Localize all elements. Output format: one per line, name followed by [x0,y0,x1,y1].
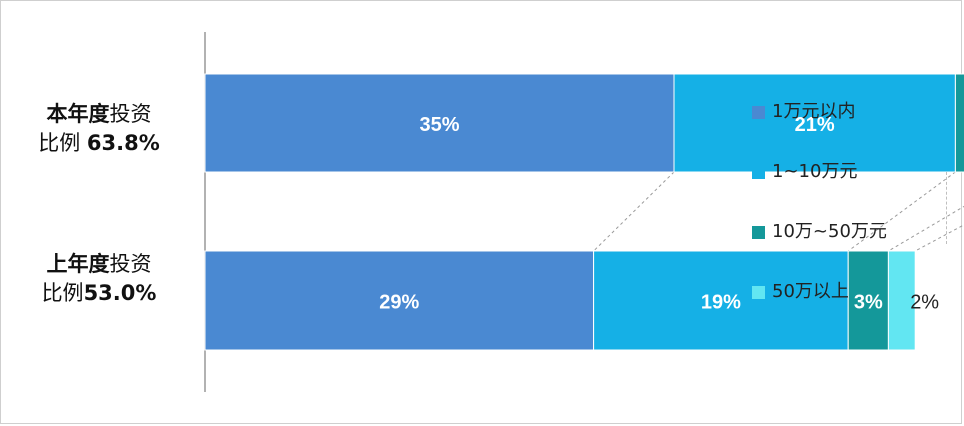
legend-swatch [752,226,765,239]
legend-label: 50万以上 [772,281,849,302]
category-label-current-year: 本年度投资 比例 63.8% [0,100,198,158]
bar-segment [204,250,595,351]
legend-swatch [752,106,765,119]
category-label-value: 63.8% [86,131,160,155]
category-label-prefix: 比例 [41,281,84,305]
legend-divider [946,172,947,244]
bar-segment [954,73,964,173]
category-label-rest: 投资 [109,102,152,126]
bars: 35%21%5%3%29%19%3%2% [204,73,964,351]
data-label: 35% [419,114,459,136]
category-label-previous-year: 上年度投资 比例53.0% [0,250,198,308]
bar-segment [593,250,849,351]
legend-label: 1~10万元 [772,161,858,182]
legend-label: 1万元以内 [772,101,856,122]
data-label: 19% [701,292,741,314]
connector-lines [593,171,964,252]
category-label-rest: 投资 [109,252,152,276]
bar-segment [204,73,675,173]
category-label-prefix: 比例 [38,131,87,155]
connector-line [914,224,964,252]
data-label: 29% [379,292,419,314]
connector-line [888,205,964,252]
data-label: 3% [854,292,883,314]
bar-segment [847,250,889,351]
legend-swatch [752,286,765,299]
category-label-bold: 上年度 [46,252,110,276]
category-label-value: 53.0% [83,281,157,305]
legend-label: 10万~50万元 [772,221,887,242]
connector-line [593,171,675,252]
data-label: 21% [795,114,835,136]
data-label: 2% [910,292,939,314]
bar-segment [673,73,956,173]
category-label-bold: 本年度 [46,102,110,126]
connector-line [847,171,956,252]
legend-swatch [752,166,765,179]
bar-segment [887,250,916,351]
